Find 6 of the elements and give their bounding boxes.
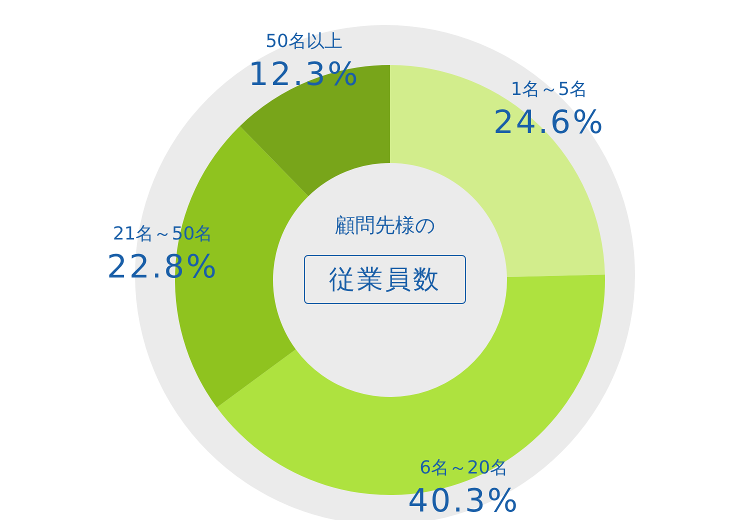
data-label: 40.3% (408, 482, 520, 520)
slice-label: 50名以上 (266, 30, 343, 52)
slice-label: 1名～5名 (510, 78, 588, 100)
text: 顧問先様の (334, 212, 436, 239)
data-label: 24.6% (493, 102, 606, 141)
text: 従業員数 (304, 255, 466, 304)
